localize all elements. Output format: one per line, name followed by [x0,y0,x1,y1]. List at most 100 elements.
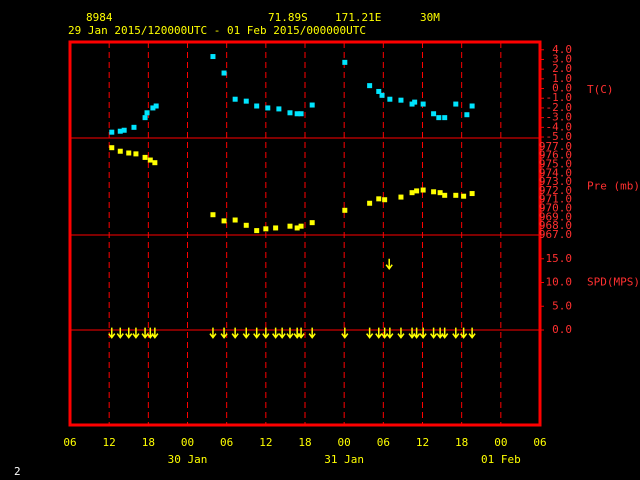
station: 8984 [86,11,113,24]
wind-arrow [413,327,421,339]
wind-arrow [151,327,159,339]
point [431,111,437,117]
point [309,220,315,226]
y-tick-label: 975.0 [539,157,572,170]
wind-arrow [108,327,116,339]
wind-arrow [297,327,305,339]
point [461,193,467,199]
wind-arrow [386,327,394,339]
point [133,151,139,157]
point [409,101,415,107]
wind-arrow [385,258,393,270]
axis-label: Pre (mb) [587,180,640,193]
y-tick-label: 3.0 [552,52,572,65]
x-tick-label: 00 [338,436,351,449]
wind-arrow [375,327,383,339]
point [254,228,260,234]
lon: 171.21E [335,11,381,24]
y-tick-label: -5.0 [546,130,573,143]
point [342,207,348,213]
point [263,226,269,232]
point [144,110,150,116]
wind-arrow [341,327,349,339]
y-tick-label: -1.0 [546,91,573,104]
point [150,105,156,111]
point [287,110,293,116]
wind-arrow [125,327,133,339]
elev: 30M [420,11,440,24]
axis-label: T(C) [587,83,614,96]
y-tick-label: 4.0 [552,43,572,56]
point [232,217,238,223]
x-tick-label: 06 [63,436,76,449]
x-tick-label: 00 [494,436,507,449]
y-tick-label: 1.0 [552,72,572,85]
y-tick-label: 968.0 [539,219,572,232]
wind-arrow [397,327,405,339]
y-tick-label: 976.0 [539,149,572,162]
y-tick-label: 977.0 [539,140,572,153]
point [469,191,475,197]
point [298,111,304,117]
point [265,105,271,111]
wind-arrow [253,327,261,339]
point [398,97,404,103]
y-tick-label: 5.0 [552,299,572,312]
point [382,197,388,203]
point [221,70,227,76]
y-tick-label: 0.0 [552,323,572,336]
y-tick-label: -3.0 [546,111,573,124]
point [420,187,426,193]
point [210,212,216,218]
point [254,103,260,109]
wind-arrow [441,327,449,339]
wind-arrow [209,327,217,339]
y-tick-label: 974.0 [539,166,572,179]
y-tick-label: 10.0 [546,276,573,289]
wind-arrow [278,327,286,339]
x-tick-label: 18 [455,436,468,449]
x-tick-label: 12 [416,436,429,449]
wind-arrow [308,327,316,339]
point [412,99,418,105]
x-tick-label: 06 [220,436,233,449]
point [221,218,227,224]
wind-arrow [132,327,140,339]
y-tick-label: 2.0 [552,62,572,75]
axis-label: SPD(MPS) [587,276,640,289]
point [126,150,132,156]
wind-arrow [286,327,294,339]
point [442,192,448,198]
y-tick-label: 0.0 [552,82,572,95]
y-tick-label: 969.0 [539,210,572,223]
date-label: 31 Jan [324,453,364,466]
wind-arrow [366,327,374,339]
point [367,200,373,206]
y-tick-label: 973.0 [539,175,572,188]
point [398,194,404,200]
point [276,106,282,112]
point [409,190,415,196]
y-tick-label: -2.0 [546,101,573,114]
wind-arrow [468,327,476,339]
point [294,111,300,117]
wind-arrow [381,327,389,339]
wind-arrow [262,327,270,339]
wind-arrow [452,327,460,339]
point [117,128,123,134]
point [243,98,249,104]
point [431,189,437,195]
point [376,196,382,202]
point [437,190,443,196]
point [367,83,373,89]
point [232,96,238,102]
point [243,222,249,228]
point [309,102,315,108]
wind-arrow [436,327,444,339]
point [294,225,300,231]
point [387,96,393,102]
wind-arrow [220,327,228,339]
point [147,157,153,163]
wind-arrow [429,327,438,339]
